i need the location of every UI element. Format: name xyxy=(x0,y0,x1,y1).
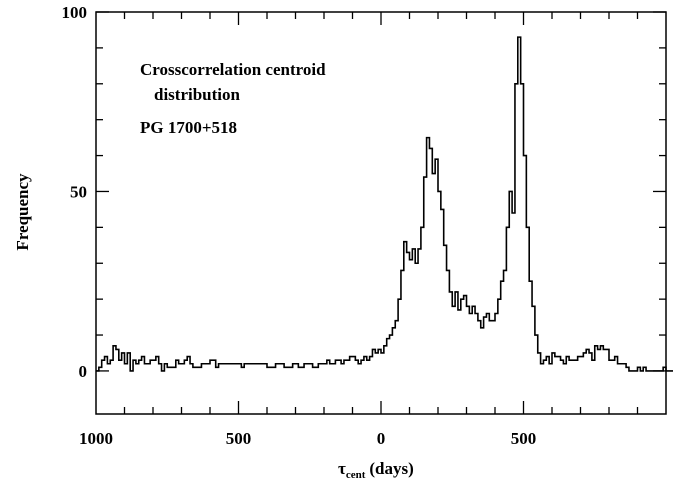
y-tick-label: 100 xyxy=(62,3,88,22)
y-tick-labels: 0 50 100 xyxy=(62,3,88,381)
x-axis-label-unit: (days) xyxy=(369,459,413,478)
x-tick-labels: 1000 500 0 500 xyxy=(79,429,536,448)
x-tick-label: 1000 xyxy=(79,429,113,448)
x-axis-label: τcent (days) xyxy=(338,459,414,481)
x-axis-label-subscript: cent xyxy=(346,469,366,481)
histogram-series xyxy=(96,36,673,372)
x-tick-label: 0 xyxy=(377,429,386,448)
y-tick-label: 0 xyxy=(79,362,88,381)
annotation-line-1: Crosscorrelation centroid xyxy=(140,60,326,79)
x-tick-label: 500 xyxy=(226,429,252,448)
y-axis-label: Frequency xyxy=(13,173,32,251)
y-tick-label: 50 xyxy=(70,182,87,201)
annotation-line-2: distribution xyxy=(154,85,241,104)
annotation-line-3: PG 1700+518 xyxy=(140,118,237,137)
x-tick-label: 500 xyxy=(511,429,537,448)
x-axis-label-main: τ xyxy=(338,459,346,478)
tick-marks xyxy=(96,11,666,414)
